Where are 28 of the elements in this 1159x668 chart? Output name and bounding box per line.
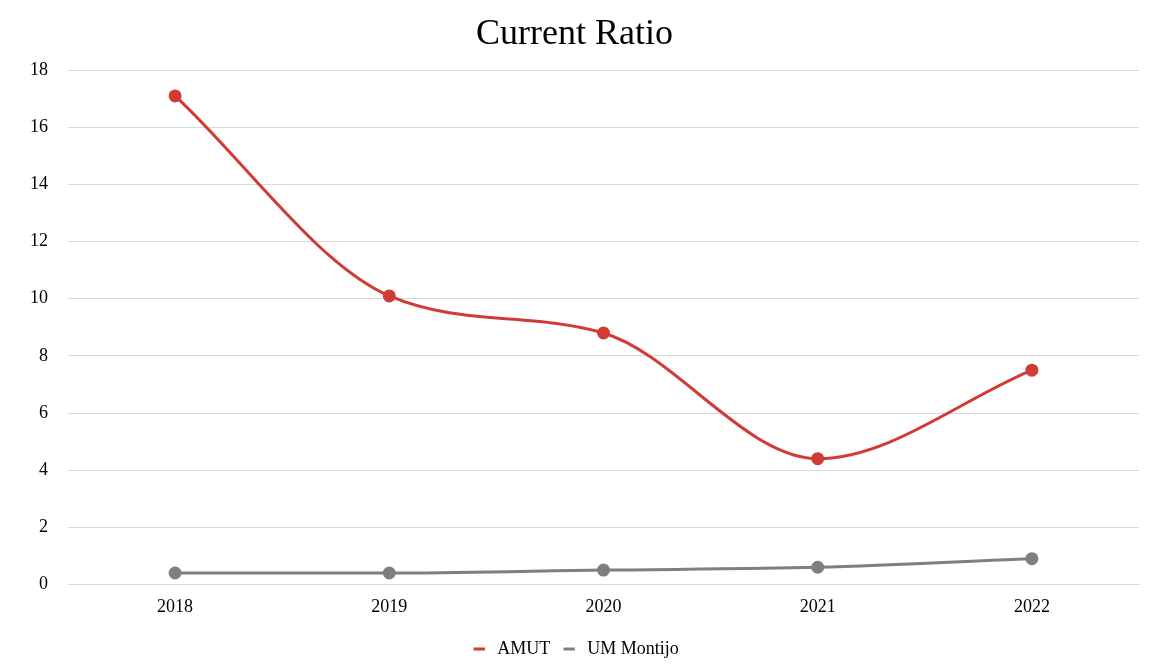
- legend-label: UM Montijo: [587, 637, 679, 658]
- x-tick-label: 2021: [799, 595, 836, 616]
- y-tick-label: 4: [39, 458, 48, 479]
- point: [382, 566, 396, 580]
- legend-label: AMUT: [497, 637, 551, 658]
- y-tick-label: 8: [39, 344, 48, 365]
- point: [597, 326, 610, 340]
- y-tick-label: 0: [39, 573, 48, 594]
- chart-title: Current Ratio: [476, 12, 673, 53]
- y-tick-label: 12: [30, 230, 48, 251]
- y-tick-label: 10: [30, 287, 48, 308]
- y-tick-label: 6: [39, 401, 48, 422]
- y-tick-label: 2: [39, 516, 48, 536]
- y-tick-label: 18: [30, 58, 48, 79]
- point: [1025, 363, 1039, 377]
- point: [168, 89, 182, 103]
- point: [811, 560, 825, 574]
- y-tick-label: 14: [30, 173, 48, 194]
- y-tick-label: 16: [30, 116, 48, 137]
- point: [597, 563, 610, 577]
- x-tick-label: 2020: [585, 595, 622, 616]
- x-tick-label: 2019: [371, 595, 408, 616]
- point: [168, 566, 182, 580]
- point: [1025, 552, 1039, 566]
- x-tick-label: 2022: [1013, 595, 1050, 616]
- x-tick-label: 2018: [157, 595, 194, 616]
- point: [811, 452, 825, 466]
- point: [382, 289, 396, 303]
